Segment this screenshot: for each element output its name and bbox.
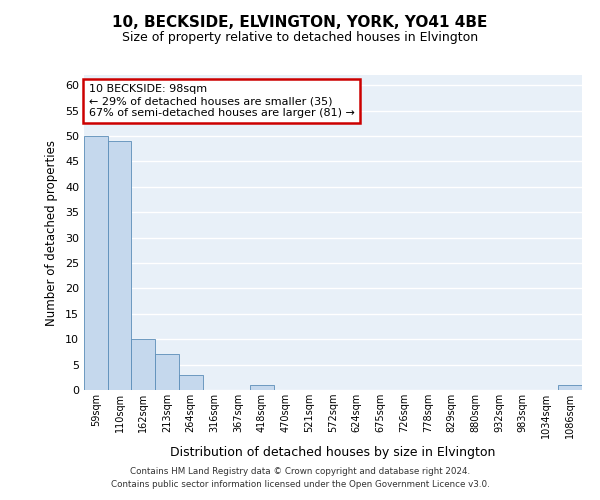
Bar bbox=[155, 354, 179, 390]
Bar bbox=[108, 141, 131, 390]
Bar bbox=[179, 375, 203, 390]
X-axis label: Distribution of detached houses by size in Elvington: Distribution of detached houses by size … bbox=[170, 446, 496, 460]
Y-axis label: Number of detached properties: Number of detached properties bbox=[45, 140, 58, 326]
Bar bbox=[131, 339, 155, 390]
Text: Contains HM Land Registry data © Crown copyright and database right 2024.
Contai: Contains HM Land Registry data © Crown c… bbox=[110, 468, 490, 489]
Bar bbox=[558, 385, 582, 390]
Text: Size of property relative to detached houses in Elvington: Size of property relative to detached ho… bbox=[122, 31, 478, 44]
Bar bbox=[250, 385, 274, 390]
Text: 10 BECKSIDE: 98sqm
← 29% of detached houses are smaller (35)
67% of semi-detache: 10 BECKSIDE: 98sqm ← 29% of detached hou… bbox=[89, 84, 355, 117]
Bar bbox=[84, 136, 108, 390]
Text: 10, BECKSIDE, ELVINGTON, YORK, YO41 4BE: 10, BECKSIDE, ELVINGTON, YORK, YO41 4BE bbox=[112, 15, 488, 30]
